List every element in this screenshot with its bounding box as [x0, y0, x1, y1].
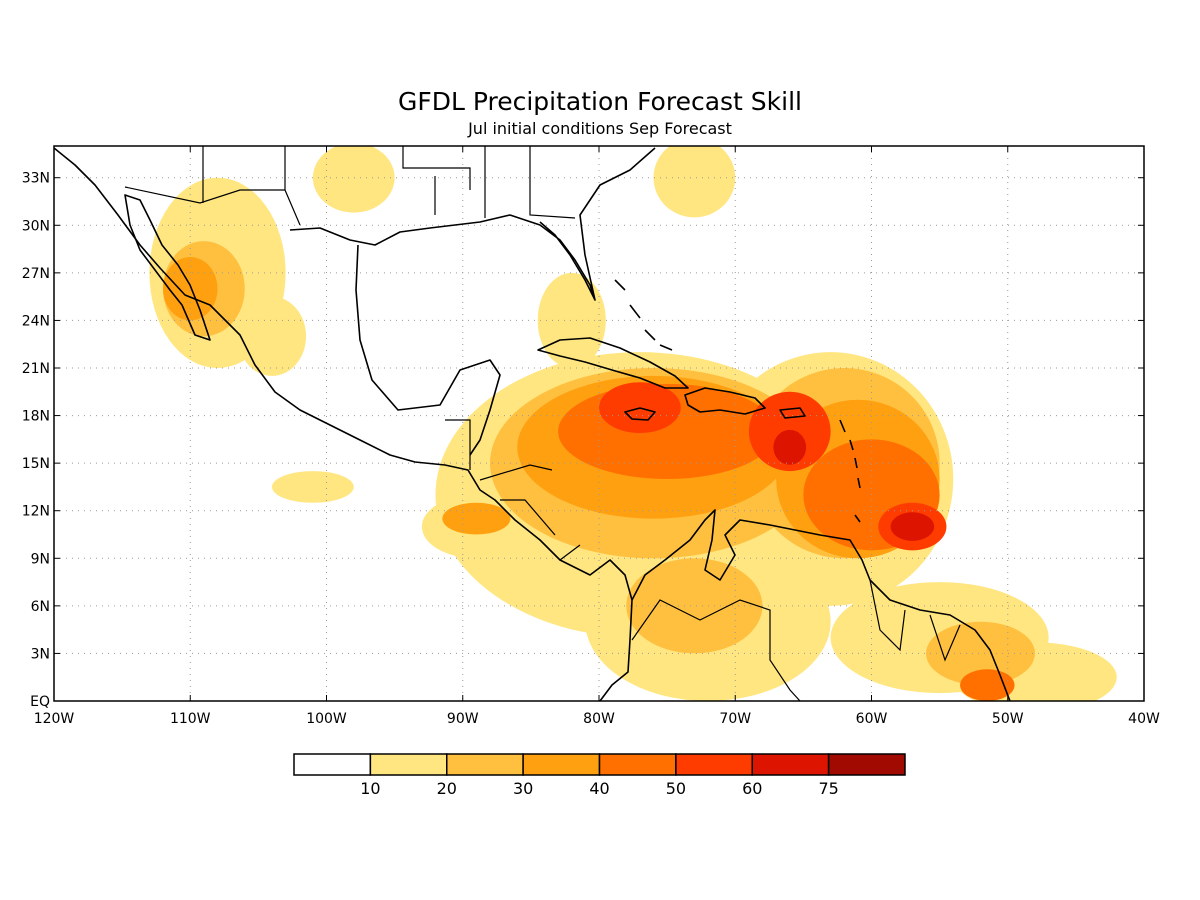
skill-region-23 — [960, 669, 1015, 701]
x-tick-label: 40W — [1128, 711, 1160, 727]
y-tick-label: 9N — [31, 551, 50, 567]
skill-region-15 — [926, 621, 1035, 686]
map-subtitle: Jul initial conditions Sep Forecast — [467, 119, 732, 138]
map-title: GFDL Precipitation Forecast Skill — [398, 87, 802, 116]
x-tick-label: 110W — [170, 711, 211, 727]
x-tick-label: 120W — [34, 711, 75, 727]
y-tick-label: EQ — [30, 694, 50, 710]
skill-region-10 — [272, 471, 354, 503]
coastline-cuba — [537, 337, 689, 389]
x-tick-label: 50W — [992, 711, 1024, 727]
y-tick-label: 24N — [22, 313, 50, 329]
skill-region-14 — [626, 558, 763, 654]
coastline-south-america — [631, 509, 1011, 701]
colorbar-swatch — [675, 753, 753, 776]
coastline-hispaniola — [684, 387, 766, 415]
south-america-borders — [631, 579, 961, 701]
us-mexico-border — [124, 186, 301, 226]
coastline-gulf — [289, 147, 656, 456]
y-tick-label: 12N — [22, 504, 50, 520]
coastlines — [54, 147, 1011, 701]
x-tick-label: 90W — [447, 711, 479, 727]
colorbar-swatch — [446, 753, 524, 776]
grid-lines — [54, 146, 1144, 701]
y-tick-label: 27N — [22, 266, 50, 282]
skill-region-7 — [312, 146, 395, 213]
colorbar-swatch — [598, 753, 677, 776]
colorbar-swatch — [369, 753, 448, 776]
skill-region-28 — [773, 429, 807, 465]
coastline-baja — [124, 194, 211, 341]
x-tick-label: 100W — [306, 711, 347, 727]
skill-region-8 — [653, 146, 736, 218]
skill-region-19 — [442, 502, 511, 535]
skill-shading — [149, 146, 1117, 701]
colorbar-label: 75 — [818, 779, 838, 798]
colorbar-label: 10 — [360, 779, 380, 798]
coastline-mainland — [54, 147, 633, 701]
y-tick-label: 6N — [31, 599, 50, 615]
coastline-lesser-antilles — [839, 419, 861, 523]
skill-region-6 — [237, 296, 307, 376]
x-tick-label: 60W — [856, 711, 888, 727]
skill-region-9 — [537, 272, 606, 368]
colorbar-label: 20 — [437, 779, 457, 798]
x-tick-label: 70W — [719, 711, 751, 727]
political-borders — [124, 146, 961, 701]
us-state-borders — [202, 146, 576, 219]
coastline-jamaica — [624, 407, 656, 421]
y-tick-label: 15N — [22, 456, 50, 472]
skill-region-20 — [163, 257, 218, 321]
y-tick-label: 3N — [31, 646, 50, 662]
coastline-bahamas — [614, 279, 673, 351]
colorbar-label: 60 — [742, 779, 762, 798]
colorbar-swatch — [827, 753, 906, 776]
colorbar: 10 20 30 40 50 60 75 — [293, 753, 906, 798]
colorbar-label: 50 — [666, 779, 686, 798]
central-america-borders — [445, 419, 581, 561]
plot-area — [54, 146, 1144, 701]
x-tick-label: 80W — [583, 711, 615, 727]
axis-ticks: 120W 110W 100W 90W 80W 70W 60W 50W 40W EQ 3N 6N 9N 12… — [22, 146, 1160, 727]
colorbar-swatch — [522, 753, 601, 776]
colorbar-label: 30 — [513, 779, 533, 798]
coastline-puerto-rico — [779, 407, 806, 419]
skill-region-27 — [890, 512, 935, 541]
y-tick-label: 18N — [22, 409, 50, 425]
colorbar-label: 40 — [589, 779, 609, 798]
y-tick-label: 30N — [22, 218, 50, 234]
y-tick-label: 33N — [22, 171, 50, 187]
y-tick-label: 21N — [22, 361, 50, 377]
colorbar-swatch — [293, 753, 372, 776]
colorbar-swatch — [751, 753, 830, 776]
